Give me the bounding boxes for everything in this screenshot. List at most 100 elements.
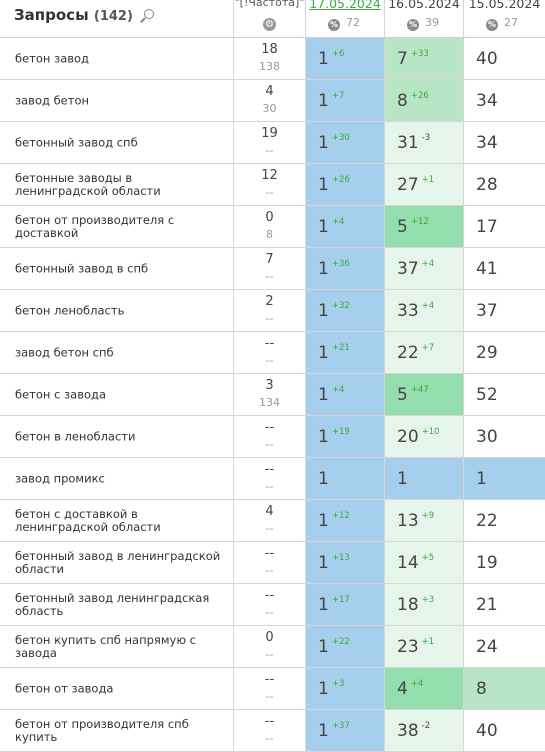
header-frequency[interactable]: "[!Частота]" ⚙ bbox=[234, 0, 306, 37]
frequency-exact: -- bbox=[265, 690, 274, 703]
query-cell[interactable]: бетон завод bbox=[0, 38, 234, 79]
frequency-exact: -- bbox=[265, 144, 274, 157]
position-delta: +4 bbox=[421, 258, 435, 269]
frequency-cell: 18 138 bbox=[234, 38, 306, 79]
percent-icon[interactable]: % bbox=[407, 19, 419, 31]
query-text[interactable]: бетон в ленобласти bbox=[15, 429, 136, 443]
table-row[interactable]: бетонный завод в ленинградской области --… bbox=[0, 542, 545, 584]
table-row[interactable]: бетон купить спб напрямую с завода 0 -- 1 +2… bbox=[0, 626, 545, 668]
table-row[interactable]: бетон ленобласть 2 -- 1 +32 33 +4 37 bbox=[0, 290, 545, 332]
position-cell-date-3: 34 bbox=[464, 122, 545, 163]
query-cell[interactable]: бетон с завода bbox=[0, 374, 234, 415]
date-label[interactable]: 17.05.2024 bbox=[309, 0, 381, 11]
frequency-exact: 138 bbox=[259, 60, 280, 73]
position-value: 40 bbox=[476, 720, 498, 741]
position-delta: +1 bbox=[421, 636, 435, 647]
query-cell[interactable]: бетонный завод спб bbox=[0, 122, 234, 163]
date-label[interactable]: 16.05.2024 bbox=[388, 0, 460, 11]
frequency-cell: -- -- bbox=[234, 458, 306, 499]
date-count: 27 bbox=[504, 16, 518, 29]
query-cell[interactable]: завод бетон bbox=[0, 80, 234, 121]
table-row[interactable]: бетонный завод ленинградская область -- --… bbox=[0, 584, 545, 626]
query-cell[interactable]: бетонные заводы в ленинградской области bbox=[0, 164, 234, 205]
query-text[interactable]: завод промикс bbox=[15, 471, 105, 485]
position-value: 37 bbox=[476, 300, 498, 321]
position-delta: +12 bbox=[410, 216, 429, 227]
query-text[interactable]: бетон от производителя с доставкой bbox=[15, 212, 175, 240]
position-value: 1 bbox=[318, 174, 329, 195]
position-value: 5 bbox=[397, 216, 408, 237]
table-row[interactable]: бетон завод 18 138 1 +6 7 +33 40 bbox=[0, 38, 545, 80]
query-cell[interactable]: бетон от производителя спб купить bbox=[0, 710, 234, 751]
frequency-value: 19 bbox=[261, 126, 278, 141]
query-cell[interactable]: бетон купить спб напрямую с завода bbox=[0, 626, 234, 667]
frequency-value: 18 bbox=[261, 42, 278, 57]
query-text[interactable]: бетон от завода bbox=[15, 681, 114, 695]
table-row[interactable]: бетонные заводы в ленинградской области 1… bbox=[0, 164, 545, 206]
frequency-value: -- bbox=[264, 714, 275, 729]
query-text[interactable]: бетонный завод спб bbox=[15, 135, 138, 149]
query-text[interactable]: бетонные заводы в ленинградской области bbox=[15, 170, 161, 198]
table-row[interactable]: завод бетон 4 30 1 +7 8 +26 34 bbox=[0, 80, 545, 122]
position-cell-date-1: 1 +4 bbox=[306, 206, 385, 247]
frequency-cell: -- -- bbox=[234, 584, 306, 625]
position-value: 1 bbox=[318, 426, 329, 447]
query-text[interactable]: бетон завод bbox=[15, 51, 90, 65]
query-cell[interactable]: бетон в ленобласти bbox=[0, 416, 234, 457]
position-value: 19 bbox=[476, 552, 498, 573]
table-row[interactable]: завод бетон спб -- -- 1 +21 22 +7 29 bbox=[0, 332, 545, 374]
table-row[interactable]: бетон от производителя спб купить -- -- 1 +3… bbox=[0, 710, 545, 752]
query-text[interactable]: бетонный завод в спб bbox=[15, 261, 149, 275]
table-row[interactable]: бетонный завод в спб 7 -- 1 +36 37 +4 41 bbox=[0, 248, 545, 290]
query-text[interactable]: бетон с завода bbox=[15, 387, 107, 401]
header-date-2[interactable]: 16.05.2024 % 39 bbox=[385, 0, 464, 37]
percent-icon[interactable]: % bbox=[328, 19, 340, 31]
percent-icon[interactable]: % bbox=[486, 19, 498, 31]
gear-icon[interactable]: ⚙ bbox=[263, 18, 276, 31]
position-delta: +4 bbox=[410, 678, 424, 689]
table-row[interactable]: бетон с доставкой в ленинградской област… bbox=[0, 500, 545, 542]
query-text[interactable]: бетон ленобласть bbox=[15, 303, 125, 317]
table-row[interactable]: бетонный завод спб 19 -- 1 +30 31 -3 34 bbox=[0, 122, 545, 164]
query-text[interactable]: бетонный завод ленинградская область bbox=[15, 590, 210, 618]
position-delta: +19 bbox=[331, 426, 350, 437]
header-date-1[interactable]: 17.05.2024 % 72 bbox=[306, 0, 385, 37]
query-text[interactable]: бетон купить спб напрямую с завода bbox=[15, 632, 196, 660]
table-row[interactable]: завод промикс -- -- 1 1 1 bbox=[0, 458, 545, 500]
query-cell[interactable]: бетон от производителя с доставкой bbox=[0, 206, 234, 247]
table-row[interactable]: бетон с завода 3 134 1 +4 5 +47 52 bbox=[0, 374, 545, 416]
table-row[interactable]: бетон от завода -- -- 1 +3 4 +4 8 bbox=[0, 668, 545, 710]
frequency-label[interactable]: "[!Частота]" bbox=[234, 0, 305, 9]
table-row[interactable]: бетон от производителя с доставкой 0 8 1 +4 5… bbox=[0, 206, 545, 248]
query-cell[interactable]: бетон с доставкой в ленинградской област… bbox=[0, 500, 234, 541]
query-text[interactable]: завод бетон bbox=[15, 93, 90, 107]
queries-title-label: Запросы bbox=[14, 6, 89, 24]
header-queries[interactable]: Запросы (142) bbox=[0, 0, 234, 37]
header-date-3[interactable]: 15.05.2024 % 27 bbox=[464, 0, 545, 37]
query-cell[interactable]: бетонный завод в ленинградской области bbox=[0, 542, 234, 583]
query-cell[interactable]: бетон ленобласть bbox=[0, 290, 234, 331]
query-cell[interactable]: завод промикс bbox=[0, 458, 234, 499]
query-text[interactable]: бетон от производителя спб купить bbox=[15, 716, 189, 744]
position-value: 1 bbox=[318, 594, 329, 615]
frequency-exact: 30 bbox=[262, 102, 277, 115]
query-cell[interactable]: бетонный завод в спб bbox=[0, 248, 234, 289]
query-cell[interactable]: завод бетон спб bbox=[0, 332, 234, 373]
search-icon[interactable] bbox=[144, 9, 155, 19]
position-cell-date-2: 31 -3 bbox=[385, 122, 464, 163]
frequency-cell: 4 -- bbox=[234, 500, 306, 541]
date-label[interactable]: 15.05.2024 bbox=[468, 0, 541, 11]
position-value: 27 bbox=[397, 174, 419, 195]
frequency-value: 0 bbox=[265, 630, 274, 645]
frequency-cell: -- -- bbox=[234, 332, 306, 373]
query-text[interactable]: бетонный завод в ленинградской области bbox=[15, 548, 221, 576]
query-text[interactable]: завод бетон спб bbox=[15, 345, 114, 359]
query-text[interactable]: бетон с доставкой в ленинградской област… bbox=[15, 506, 161, 534]
queries-title[interactable]: Запросы (142) bbox=[14, 6, 155, 24]
position-cell-date-3: 28 bbox=[464, 164, 545, 205]
query-cell[interactable]: бетон от завода bbox=[0, 668, 234, 709]
frequency-cell: -- -- bbox=[234, 542, 306, 583]
query-cell[interactable]: бетонный завод ленинградская область bbox=[0, 584, 234, 625]
position-value: 52 bbox=[476, 384, 498, 405]
table-row[interactable]: бетон в ленобласти -- -- 1 +19 20 +10 30 bbox=[0, 416, 545, 458]
